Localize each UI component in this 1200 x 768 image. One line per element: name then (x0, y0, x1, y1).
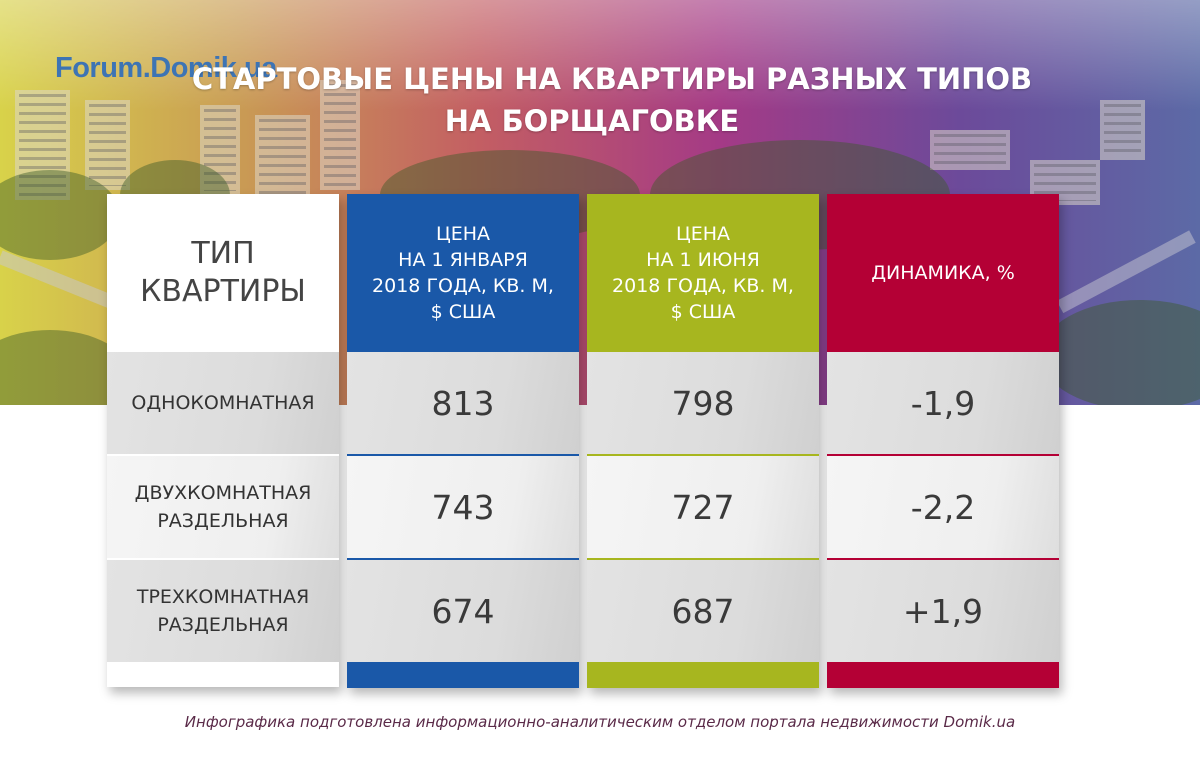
header-dyn-label: ДИНАМИКА, % (871, 262, 1015, 284)
row-type-3-label: ТРЕХКОМНАТНАЯ РАЗДЕЛЬНАЯ (136, 586, 310, 636)
tree (0, 170, 120, 260)
header-jun: ЦЕНА НА 1 ИЮНЯ 2018 ГОДА, КВ. М, $ США (587, 194, 819, 352)
row-jun-2: 727 (587, 456, 819, 558)
header-jan-label: ЦЕНА НА 1 ЯНВАРЯ 2018 ГОДА, КВ. М, $ США (372, 223, 554, 323)
row-jan-1: 813 (347, 352, 579, 454)
row-type-2: ДВУХКОМНАТНАЯ РАЗДЕЛЬНАЯ (107, 456, 339, 558)
header-type: ТИП КВАРТИРЫ (107, 194, 339, 352)
row-jun-3: 687 (587, 560, 819, 662)
row-type-1: ОДНОКОМНАТНАЯ (107, 352, 339, 454)
row-type-1-label: ОДНОКОМНАТНАЯ (131, 392, 315, 414)
building (1100, 100, 1145, 160)
logo-text: Forum.Domik.ua (55, 52, 277, 84)
sky (0, 0, 1200, 110)
footer-note: Инфографика подготовлена информационно-а… (184, 713, 1016, 731)
header-jun-label: ЦЕНА НА 1 ИЮНЯ 2018 ГОДА, КВ. М, $ США (612, 223, 794, 323)
row-dyn-1: -1,9 (827, 352, 1059, 454)
header-type-label: ТИП КВАРТИРЫ (140, 236, 306, 309)
tree (1040, 300, 1200, 405)
building (85, 100, 130, 190)
row-dyn-3: +1,9 (827, 560, 1059, 662)
page-title: СТАРТОВЫЕ ЦЕНЫ НА КВАРТИРЫ РАЗНЫХ ТИПОВ (191, 62, 1033, 96)
header-dyn: ДИНАМИКА, % (827, 194, 1059, 352)
logo: Forum.Domik.ua (55, 52, 277, 85)
building (255, 115, 310, 200)
building (930, 130, 1010, 170)
row-type-3: ТРЕХКОМНАТНАЯ РАЗДЕЛЬНАЯ (107, 560, 339, 662)
row-type-2-label: ДВУХКОМНАТНАЯ РАЗДЕЛЬНАЯ (134, 482, 312, 532)
row-jan-2: 743 (347, 456, 579, 558)
header-jan: ЦЕНА НА 1 ЯНВАРЯ 2018 ГОДА, КВ. М, $ США (347, 194, 579, 352)
building (200, 105, 240, 195)
row-jun-1: 798 (587, 352, 819, 454)
row-jan-3: 674 (347, 560, 579, 662)
row-dyn-2: -2,2 (827, 456, 1059, 558)
building (15, 90, 70, 200)
page-subtitle: НА БОРЩАГОВКЕ (444, 104, 740, 138)
building (320, 80, 360, 190)
